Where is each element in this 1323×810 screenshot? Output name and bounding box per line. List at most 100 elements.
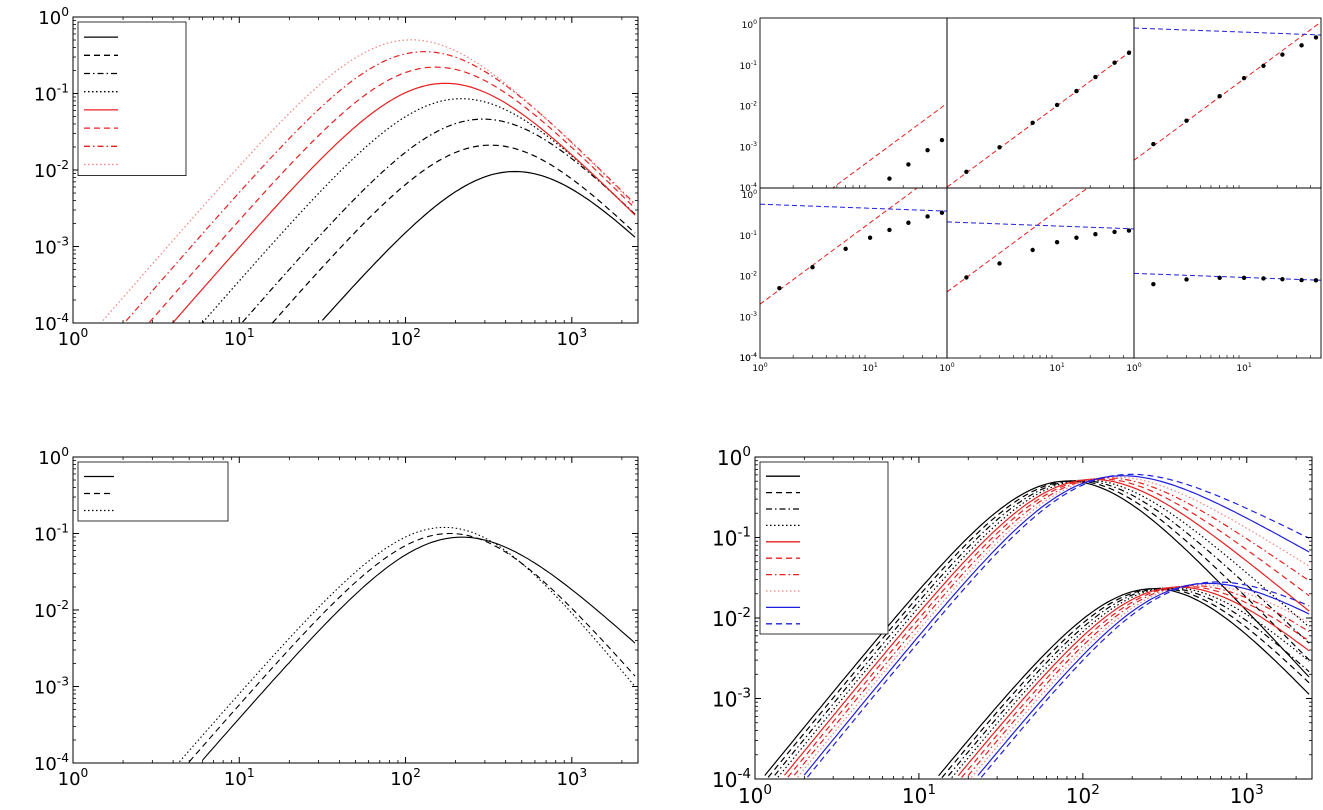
- data-point: [1280, 52, 1285, 57]
- data-point: [1217, 93, 1222, 99]
- series-line: [777, 479, 1310, 778]
- y-tick-label: 10-1: [739, 230, 757, 242]
- series-line: [970, 584, 1310, 778]
- x-tick-label: 101: [224, 766, 255, 790]
- y-tick-label: 10-4: [34, 751, 69, 775]
- spectrum-panel: [946, 17, 1135, 189]
- data-point: [887, 176, 892, 181]
- panel-plot-area: [760, 188, 947, 305]
- series-line: [941, 587, 1310, 779]
- data-point: [1126, 228, 1132, 233]
- series-line: [793, 477, 1310, 776]
- data-point: [1093, 231, 1098, 237]
- y-tick-label: 10-3: [34, 235, 69, 259]
- series-line: [938, 588, 1310, 777]
- power-law-fit-red: [760, 188, 918, 305]
- x-tick-label: 102: [390, 766, 421, 790]
- data-point: [1074, 88, 1079, 94]
- series-line: [102, 39, 636, 322]
- data-point: [1313, 278, 1319, 283]
- series-line: [947, 587, 1310, 777]
- y-tick-label: 10-2: [34, 158, 69, 182]
- data-point: [1112, 60, 1117, 65]
- x-tick-label: 101: [1236, 362, 1251, 374]
- legend-box: [759, 461, 889, 635]
- spectrum-panel: [1133, 17, 1322, 189]
- y-tick-label: 100: [38, 5, 69, 29]
- data-point: [1217, 275, 1222, 281]
- spectrum-panel: 10-3 10-2 10-1 100 10-4: [739, 17, 948, 194]
- data-point: [887, 227, 892, 233]
- x-tick-label: 101: [862, 362, 877, 374]
- data-point: [939, 137, 945, 143]
- series-line: [961, 585, 1310, 778]
- data-point: [1299, 43, 1304, 48]
- series-line: [202, 536, 636, 761]
- data-point: [964, 169, 969, 175]
- data-point: [1126, 50, 1132, 55]
- data-point: [1030, 120, 1035, 125]
- data-point: [997, 261, 1002, 266]
- data-point: [843, 246, 848, 252]
- data-point: [1093, 74, 1098, 80]
- data-point: [925, 214, 930, 219]
- series-line: [977, 582, 1310, 776]
- legend-box: [77, 21, 187, 177]
- panel-plot-area: [947, 188, 1134, 293]
- x-tick-label: 100: [752, 362, 767, 374]
- series-line: [803, 475, 1310, 776]
- chart-squeeze: 100 101 102 103 10-4 10-3 10-2 10-1 100: [712, 444, 1313, 808]
- y-tick-label: 100: [742, 189, 757, 201]
- y-tick-label: 10-1: [34, 522, 69, 546]
- data-point: [925, 147, 930, 153]
- x-tick-label: 100: [58, 766, 89, 790]
- power-law-fit-red: [1134, 21, 1321, 161]
- y-tick-label: 10-4: [739, 182, 757, 194]
- y-tick-label: 10-3: [712, 686, 751, 712]
- series-line: [951, 587, 1310, 779]
- y-tick-label: 10-2: [712, 605, 751, 631]
- series-line: [242, 118, 636, 323]
- x-tick-label: 102: [390, 326, 421, 350]
- power-law-fit-red: [947, 188, 1089, 293]
- data-point: [1261, 63, 1266, 69]
- data-point: [1054, 239, 1060, 245]
- data-point: [1112, 229, 1117, 235]
- panel-frame: [1133, 187, 1322, 359]
- spectrum-panel: 100 101: [939, 187, 1135, 374]
- y-tick-label: 10-1: [712, 525, 751, 551]
- y-tick-label: 10-1: [34, 82, 69, 106]
- x-tick-label: 100: [939, 362, 954, 374]
- y-tick-label: 10-1: [739, 60, 757, 72]
- spectrum-panel: 100 101: [1126, 187, 1322, 374]
- x-tick-label: 101: [902, 782, 936, 806]
- x-tick-label: 100: [1126, 362, 1141, 374]
- data-point: [1074, 235, 1079, 240]
- power-law-fit-red: [831, 102, 947, 188]
- data-point: [1054, 102, 1060, 108]
- series-line: [125, 51, 636, 322]
- x-tick-label: 103: [556, 766, 587, 790]
- panel-plot-area: [1134, 272, 1321, 287]
- data-point: [810, 265, 815, 270]
- y-tick-label: 10-2: [34, 598, 69, 622]
- series-line: [797, 476, 1310, 778]
- data-point: [1151, 141, 1156, 147]
- legend-box: [77, 461, 229, 522]
- y-tick-label: 10-4: [712, 766, 751, 792]
- data-point: [1299, 277, 1304, 283]
- y-tick-label: 100: [742, 19, 757, 31]
- series-line: [980, 581, 1310, 778]
- y-tick-label: 10-3: [739, 311, 757, 323]
- series-line: [321, 170, 636, 321]
- y-tick-label: 10-2: [739, 271, 757, 283]
- panel-frame: [759, 187, 948, 359]
- data-point: [906, 220, 911, 225]
- series-line: [967, 585, 1310, 776]
- panel-frame: [946, 17, 1135, 189]
- chart-shell: 100 101 102 103 10-4 10-3 10-2 10-1 100: [34, 445, 639, 790]
- series-line: [774, 479, 1310, 776]
- data-point: [906, 162, 911, 167]
- series-line: [188, 532, 636, 762]
